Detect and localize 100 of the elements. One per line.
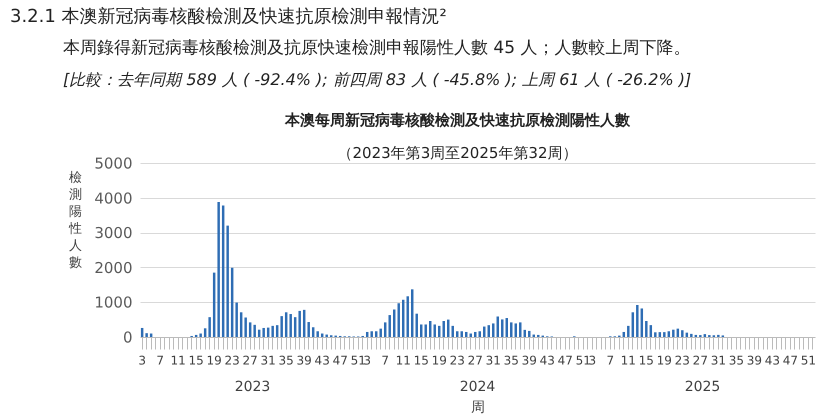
bar — [312, 327, 314, 337]
text: 3.2.1 本澳新冠病毒核酸檢測及快速抗原檢測申報情況² — [10, 6, 447, 27]
bar — [384, 322, 386, 337]
x-tick-label: 51 — [350, 354, 366, 368]
x-tick-label: 3 — [588, 354, 596, 368]
bar — [452, 326, 454, 337]
bar — [627, 326, 630, 337]
bar — [402, 300, 404, 337]
x-tick-label: 35 — [728, 354, 744, 368]
bar — [519, 322, 522, 337]
bar — [420, 324, 422, 337]
x-tick-label: 31 — [486, 354, 501, 368]
x-tick-label: 19 — [206, 354, 222, 368]
y-axis-title: 檢測陽性人數 — [68, 170, 82, 270]
bar — [510, 322, 512, 337]
bar — [289, 314, 292, 337]
bar — [483, 326, 486, 337]
bar — [366, 332, 368, 337]
bar — [248, 322, 252, 337]
bar — [379, 328, 382, 337]
bar — [506, 318, 508, 337]
bar — [690, 334, 693, 337]
bar — [428, 320, 432, 337]
x-tick-label: 23 — [450, 354, 465, 368]
bar — [266, 328, 270, 337]
bar — [258, 330, 260, 337]
bar — [658, 332, 662, 337]
bar — [640, 308, 644, 337]
y-tick-label: 4000 — [94, 189, 132, 208]
x-tick-label: 31 — [710, 354, 726, 368]
bar — [235, 302, 238, 337]
text: 2024 — [460, 379, 496, 395]
y-tick-label: 1000 — [94, 294, 132, 312]
x-tick-label: 51 — [800, 354, 816, 368]
bar — [316, 331, 319, 337]
bar — [636, 304, 639, 337]
x-tick-label: 43 — [314, 354, 330, 368]
x-tick-label: 19 — [432, 354, 447, 368]
x-tick-label: 31 — [260, 354, 276, 368]
bar — [410, 289, 414, 337]
y-tick-label: 2000 — [94, 258, 132, 277]
x-tick-label: 15 — [638, 354, 654, 368]
bar — [262, 328, 265, 337]
bar — [370, 331, 373, 337]
bar — [222, 205, 224, 337]
bar — [470, 334, 472, 337]
x-tick-label: 47 — [558, 354, 573, 368]
x-tick-label: 27 — [692, 354, 708, 368]
x-tick-label: 43 — [764, 354, 780, 368]
x-tick-label: 19 — [656, 354, 672, 368]
bar — [240, 312, 242, 337]
x-tick-label: 47 — [332, 354, 348, 368]
bar — [496, 316, 499, 337]
bar — [456, 331, 458, 337]
x-tick-label: 27 — [468, 354, 483, 368]
x-tick-label: 15 — [414, 354, 429, 368]
x-tick-label: 15 — [188, 354, 204, 368]
text: 2025 — [684, 379, 720, 395]
bar — [150, 334, 152, 337]
chart-title: 本澳每周新冠病毒核酸檢測及快速抗原檢測陽性人數 — [284, 111, 631, 129]
x-tick-label: 23 — [674, 354, 690, 368]
x-tick-label: 47 — [782, 354, 798, 368]
bar — [654, 332, 657, 337]
x-tick-label: 3 — [363, 354, 372, 368]
x-tick-label: 35 — [278, 354, 294, 368]
bar — [645, 320, 648, 337]
x-axis-title: 周 — [471, 400, 485, 415]
bar — [199, 334, 202, 337]
bar — [474, 332, 476, 337]
text: [比較：去年同期 589 人 ( -92.4% ); 前四周 83 人 ( -45.8% ); 上周 61 人 ( -26.2% )] — [63, 70, 692, 89]
x-tick-label: 39 — [522, 354, 537, 368]
bar — [460, 331, 463, 337]
bar — [217, 202, 220, 337]
bar — [406, 296, 409, 337]
bar — [465, 332, 468, 337]
x-tick-label: 7 — [381, 354, 390, 368]
x-tick-label: 11 — [396, 354, 411, 368]
x-tick-label: 39 — [296, 354, 312, 368]
x-tick-label: 39 — [746, 354, 762, 368]
chart-subtitle: （2023年第3周至2025年第32周） — [338, 144, 578, 162]
bar — [676, 328, 680, 337]
bar — [204, 328, 206, 337]
x-tick-label: 43 — [540, 354, 555, 368]
bar — [514, 323, 517, 337]
bar — [622, 332, 626, 337]
x-tick-label: 7 — [156, 354, 164, 368]
bar — [415, 314, 418, 337]
bar — [434, 324, 436, 337]
bar — [212, 272, 216, 337]
bar — [392, 310, 396, 337]
bar — [374, 331, 378, 337]
bar — [488, 325, 490, 337]
x-tick-label: 35 — [504, 354, 519, 368]
bar — [501, 319, 504, 337]
bar — [276, 325, 278, 337]
bar — [244, 318, 247, 337]
bar — [208, 317, 211, 337]
bar — [140, 328, 144, 337]
y-tick-label: 3000 — [94, 224, 132, 242]
bar — [226, 226, 229, 337]
